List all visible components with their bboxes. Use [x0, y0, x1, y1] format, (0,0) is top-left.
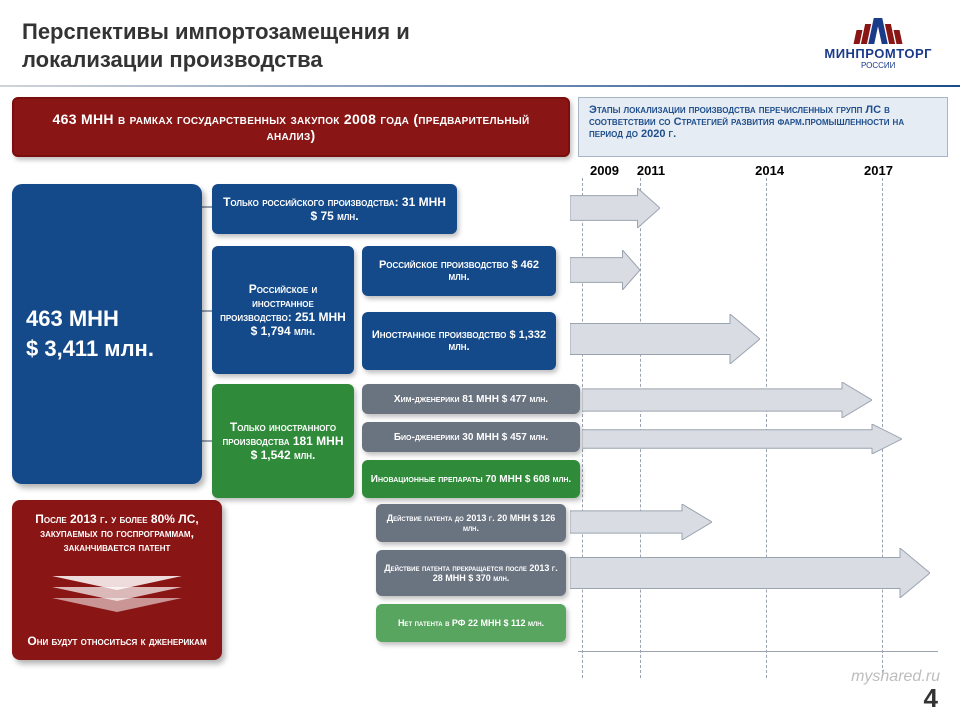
logo-subtext: РОССИИ [824, 61, 932, 70]
summary-box: 463 МНН $ 3,411 млн. [12, 184, 202, 484]
timeline-arrow [570, 504, 712, 540]
page-number: 4 [924, 683, 938, 714]
timeline-arrow [582, 424, 902, 454]
timeline-arrow [570, 548, 930, 598]
header-rule [0, 85, 960, 87]
box-patent_after: Действие патента прекращается после 2013… [376, 550, 566, 596]
timeline-arrow [570, 188, 660, 228]
page-title: Перспективы импортозамещения и локализац… [22, 18, 522, 73]
year-label: 2011 [637, 163, 665, 178]
note-bottom: Они будут относиться к дженерикам [24, 634, 210, 648]
year-label: 2009 [590, 163, 619, 178]
note-red: После 2013 г. у более 80% ЛС, закупаемых… [12, 500, 222, 660]
box-no_patent: Нет патента в РФ 22 МНН $ 112 млн. [376, 604, 566, 642]
chevron-down-icon [52, 576, 182, 612]
summary-line1: 463 МНН [26, 304, 188, 334]
panel-stages: Этапы локализации производства перечисле… [578, 97, 948, 157]
logo: МИНПРОМТОРГ РОССИИ [824, 18, 932, 70]
watermark: myshared.ru [851, 668, 940, 686]
box-chem_gen: Хим-дженерики 81 МНН $ 477 млн. [362, 384, 580, 414]
logo-mark-icon [824, 18, 932, 44]
box-ru_foreign: Российское и иностранное производство: 2… [212, 246, 354, 374]
box-foreign_only: Только иностранного производства 181 МНН… [212, 384, 354, 498]
box-innov: Иновационные препараты 70 МНН $ 608 млн. [362, 460, 580, 498]
box-foreign_prod: Иностранное производство $ 1,332 млн. [362, 312, 556, 370]
box-patent_2013: Действие патента до 2013 г. 20 МНН $ 126… [376, 504, 566, 542]
timeline-arrow [570, 250, 640, 290]
timeline-arrow [582, 382, 872, 418]
diagram-body: 463 МНН $ 3,411 млн. После 2013 г. у бол… [12, 182, 948, 702]
box-ru_prod: Российское производство $ 462 млн. [362, 246, 556, 296]
year-label: 2014 [755, 163, 784, 178]
year-label: 2017 [864, 163, 893, 178]
logo-text: МИНПРОМТОРГ [824, 46, 932, 61]
banner-red: 463 МНН в рамках государственных закупок… [12, 97, 570, 157]
timeline-arrow [570, 314, 760, 364]
timeline-years: 2009 2011 2014 2017 [578, 163, 948, 178]
note-top: После 2013 г. у более 80% ЛС, закупаемых… [24, 512, 210, 554]
summary-line2: $ 3,411 млн. [26, 334, 188, 364]
box-russia_only: Только российского производства: 31 МНН … [212, 184, 457, 234]
box-bio_gen: Био-дженерики 30 МНН $ 457 млн. [362, 422, 580, 452]
